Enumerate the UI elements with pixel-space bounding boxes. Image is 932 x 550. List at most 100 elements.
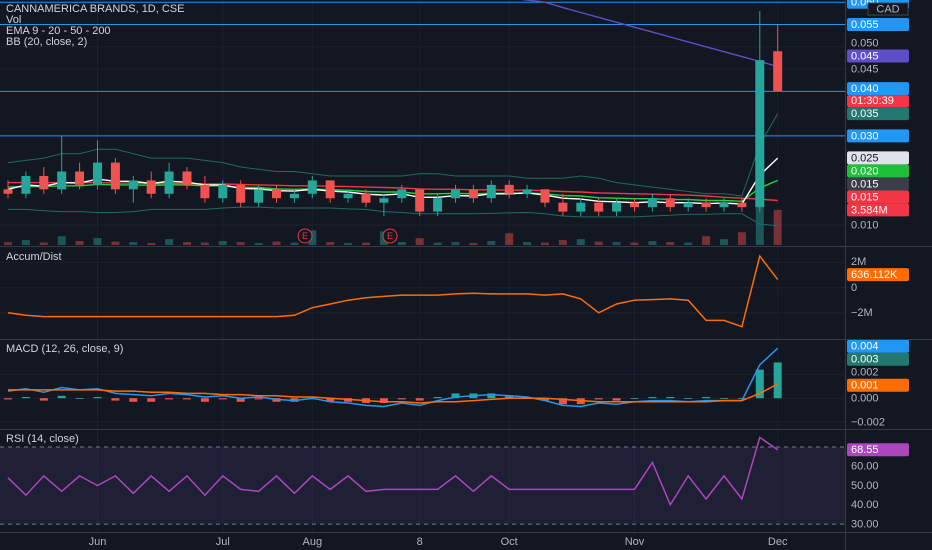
countdown-label: 01:30:39 — [851, 95, 894, 107]
event-marker — [297, 228, 313, 244]
price-badge — [847, 443, 909, 457]
rsi-line — [7, 436, 779, 507]
y-tick-label: −0.002 — [851, 416, 885, 428]
price-badge-label: 0.060 — [851, 0, 879, 9]
candle-body — [755, 60, 765, 208]
price-badge-label: 0.004 — [851, 341, 879, 353]
volume-bar — [451, 242, 460, 245]
candle-body — [200, 184, 210, 199]
pane-title: Accum/Dist — [6, 251, 62, 263]
legend-entry: Vol — [6, 14, 21, 26]
candle-body — [75, 171, 85, 185]
histogram-bar — [594, 398, 603, 400]
accum-dist-line — [7, 254, 779, 328]
histogram-bar — [93, 397, 102, 399]
pane — [0, 436, 845, 525]
candle-body — [93, 162, 102, 185]
volume-bar — [737, 232, 746, 245]
candle-body — [146, 180, 156, 194]
candle-body — [737, 202, 747, 208]
candle-body — [576, 202, 586, 212]
histogram-bar — [326, 398, 335, 402]
event-label: E — [387, 231, 393, 241]
volume-bar — [254, 243, 263, 245]
pane-title: MACD (12, 26, close, 9) — [6, 343, 123, 355]
candle-body — [3, 189, 13, 194]
pane — [0, 347, 845, 423]
histogram-bar — [379, 398, 388, 403]
candle-body — [39, 175, 49, 190]
y-tick-label: 0.045 — [851, 63, 879, 75]
y-tick-label: 40.00 — [851, 499, 879, 511]
price-badge-label: 0.035 — [851, 108, 879, 120]
price-badge-label: 0.025 — [851, 152, 879, 164]
candle-body — [415, 189, 425, 212]
volume-bar — [111, 241, 120, 245]
volume-bar — [272, 241, 281, 245]
histogram-bar — [558, 398, 567, 405]
indicator-line — [7, 113, 779, 197]
histogram-bar — [21, 397, 30, 399]
price-badge — [847, 190, 909, 204]
candle-body — [397, 189, 407, 199]
histogram-bar — [147, 398, 156, 402]
volume-bar — [630, 242, 639, 245]
candle-body — [647, 198, 657, 208]
histogram-bar — [612, 398, 621, 401]
y-tick-label: 0.000 — [851, 393, 879, 405]
volume-bar — [684, 242, 693, 245]
candle-body — [379, 198, 389, 203]
candle-body — [236, 184, 246, 203]
price-badge-label: 0.003 — [851, 354, 879, 366]
candle-body — [433, 198, 443, 212]
price-badge — [847, 177, 909, 191]
candle-body — [665, 198, 675, 208]
chart-title: CANNAMERICA BRANDS, 1D, CSE — [6, 3, 184, 15]
histogram-bar — [433, 397, 442, 399]
y-tick-label: 60.00 — [851, 461, 879, 473]
indicator-line — [8, 206, 778, 227]
currency-box — [867, 2, 909, 16]
histogram-bar — [451, 393, 460, 399]
volume-bar — [755, 206, 764, 245]
volume-bar — [290, 242, 299, 245]
countdown-badge — [847, 95, 909, 108]
price-badge — [847, 151, 909, 165]
histogram-bar — [75, 398, 84, 400]
histogram-bar — [773, 362, 782, 399]
histogram-bar — [487, 393, 496, 399]
candle-body — [272, 189, 281, 199]
volume-bar — [702, 236, 711, 245]
price-badge — [847, 268, 909, 282]
price-badge — [847, 49, 909, 63]
event-label: E — [302, 231, 308, 241]
volume-bar — [165, 239, 174, 245]
histogram-bar — [254, 398, 263, 400]
price-badge — [847, 203, 909, 217]
x-tick-label: Jun — [89, 536, 107, 548]
histogram-bar — [236, 398, 245, 402]
price-badge-label: 68.55 — [851, 444, 879, 456]
volume-bar — [433, 242, 442, 245]
candle-body — [701, 202, 711, 208]
volume-bar — [75, 241, 84, 245]
volume-bar — [4, 242, 12, 245]
histogram-bar — [39, 398, 48, 401]
histogram-bar — [129, 398, 138, 402]
price-badge — [847, 378, 909, 392]
candle-body — [361, 193, 371, 203]
candle-body — [540, 189, 550, 203]
volume-bar — [39, 242, 48, 245]
histogram-bar — [111, 398, 120, 401]
histogram-bar — [397, 398, 406, 400]
y-tick-label: 50.00 — [851, 480, 879, 492]
candle-body — [522, 189, 532, 194]
candle-body — [21, 175, 31, 194]
price-badge — [847, 18, 909, 31]
volume-bar — [415, 238, 424, 245]
candle-body — [218, 184, 228, 199]
histogram-bar — [648, 397, 657, 399]
